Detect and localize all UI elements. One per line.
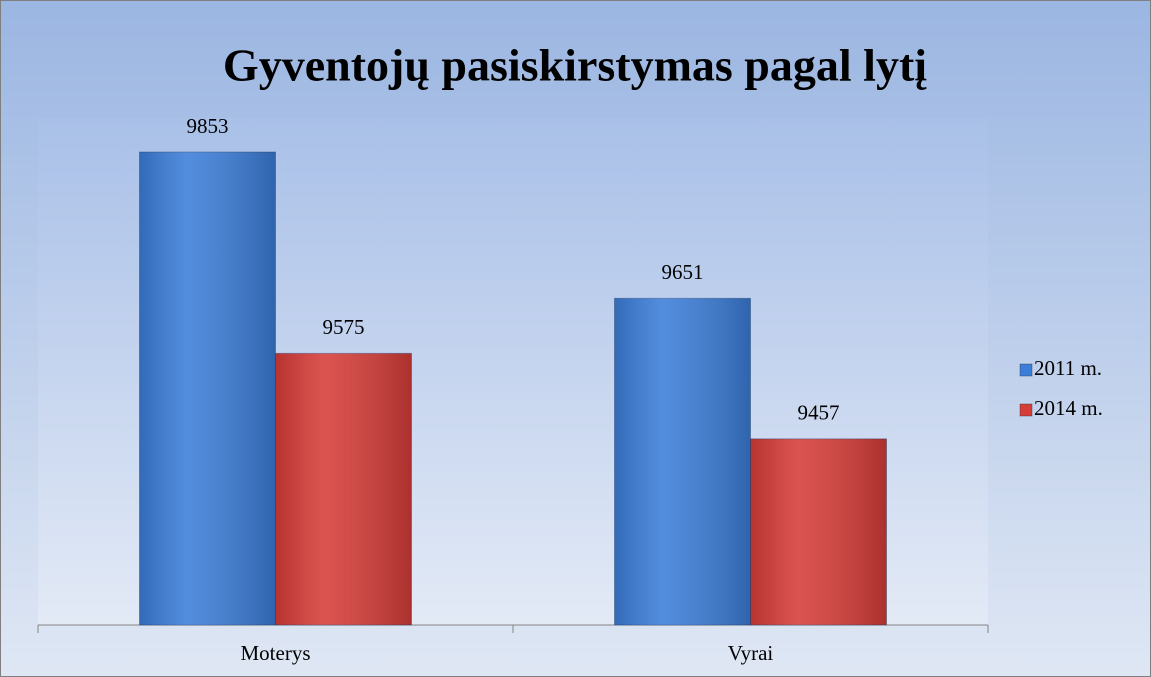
bar bbox=[139, 151, 276, 626]
chart-title: Gyventojų pasiskirstymas pagal lytį bbox=[223, 40, 927, 91]
data-label: 9651 bbox=[662, 260, 704, 284]
bar bbox=[614, 297, 751, 626]
x-tick-label: Vyrai bbox=[728, 641, 774, 665]
legend-swatch bbox=[1019, 363, 1033, 377]
x-tick-label: Moterys bbox=[241, 641, 311, 665]
bar bbox=[750, 438, 887, 626]
data-label: 9575 bbox=[323, 315, 365, 339]
bar bbox=[275, 352, 412, 626]
data-label: 9853 bbox=[187, 114, 229, 138]
data-label: 9457 bbox=[798, 401, 840, 425]
legend-swatch bbox=[1019, 403, 1033, 417]
legend-label: 2011 m. bbox=[1034, 356, 1102, 380]
legend-label: 2014 m. bbox=[1034, 396, 1103, 420]
